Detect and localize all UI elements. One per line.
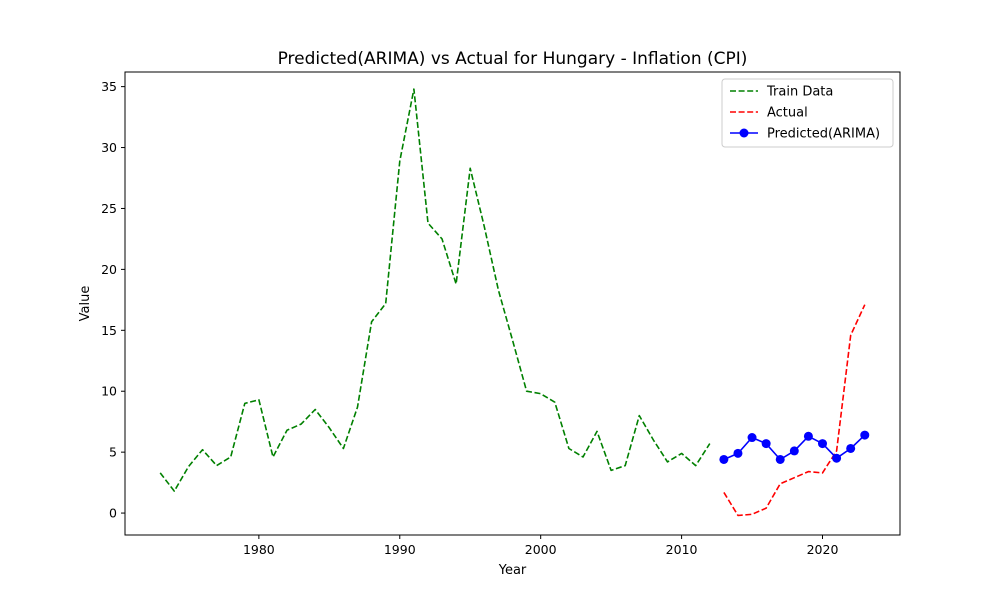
y-tick-label: 30 [101, 140, 117, 155]
plot-frame [124, 71, 901, 536]
legend-label-actual: Actual [767, 106, 808, 121]
legend-label-train-data: Train Data [766, 85, 833, 100]
y-tick-label: 10 [101, 384, 117, 399]
data-point-predicted-arima [803, 431, 813, 441]
data-point-predicted-arima [747, 433, 757, 443]
y-axis: 0 5 10 15 20 25 30 35 [101, 79, 125, 521]
data-point-predicted-arima [789, 446, 799, 456]
x-axis-title: Year [498, 563, 527, 578]
data-point-predicted-arima [832, 453, 842, 463]
series-line-train-data [159, 88, 711, 492]
x-tick-label: 2010 [666, 542, 698, 557]
x-tick-label: 2000 [525, 542, 557, 557]
data-point-predicted-arima [818, 439, 827, 449]
x-tick-label: 1990 [384, 542, 416, 557]
x-tick-label: 2020 [807, 542, 839, 557]
data-point-predicted-arima [719, 454, 729, 464]
data-point-predicted-arima [846, 443, 856, 453]
x-axis: 1980 1990 2000 2010 2020 [243, 535, 838, 557]
data-point-predicted-arima [733, 448, 743, 458]
legend-label-predicted-arima: Predicted(ARIMA) [767, 127, 880, 142]
legend-box [721, 78, 894, 148]
y-axis-title: Value [78, 286, 93, 322]
data-point-predicted-arima [775, 454, 785, 464]
y-tick-label: 35 [101, 79, 117, 94]
y-tick-label: 25 [101, 201, 117, 216]
chart-title: Predicted(ARIMA) vs Actual for Hungary -… [278, 49, 748, 69]
x-tick-label: 1980 [243, 542, 275, 557]
data-point-predicted-arima [860, 430, 870, 440]
plot-content [159, 88, 870, 517]
y-tick-label: 20 [101, 262, 117, 277]
y-tick-label: 15 [101, 323, 117, 338]
series-line-actual [723, 304, 866, 517]
y-tick-label: 5 [109, 445, 117, 460]
legend-marker-predicted-arima [739, 128, 749, 138]
y-tick-label: 0 [109, 506, 117, 521]
data-point-predicted-arima [761, 439, 771, 449]
legend: Train Data Actual Predicted(ARIMA) [721, 78, 894, 148]
